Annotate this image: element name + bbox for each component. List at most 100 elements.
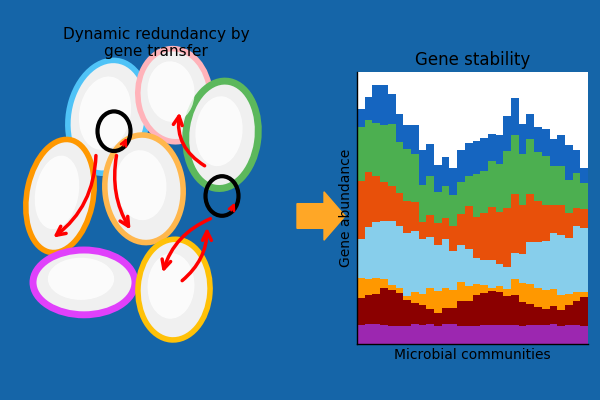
Bar (519, 154, 526, 205)
Bar (511, 325, 519, 344)
Bar (426, 324, 434, 344)
Bar (373, 222, 380, 278)
Bar (426, 215, 434, 237)
Bar (365, 120, 373, 172)
Bar (488, 291, 496, 325)
Bar (519, 283, 526, 302)
Bar (565, 180, 572, 213)
Bar (411, 232, 419, 292)
Bar (496, 325, 503, 344)
Bar (434, 313, 442, 326)
Bar (442, 240, 449, 288)
Ellipse shape (138, 239, 210, 340)
Bar (496, 136, 503, 164)
Title: Gene stability: Gene stability (415, 51, 530, 69)
Bar (488, 325, 496, 344)
Bar (457, 301, 465, 326)
Bar (496, 286, 503, 292)
Bar (511, 135, 519, 194)
Bar (526, 114, 534, 140)
Bar (373, 324, 380, 344)
Bar (403, 201, 411, 233)
Bar (419, 150, 426, 185)
Bar (480, 326, 488, 344)
Bar (403, 233, 411, 296)
Ellipse shape (148, 61, 194, 122)
Bar (442, 324, 449, 344)
Bar (380, 288, 388, 325)
Bar (388, 290, 395, 326)
Bar (465, 206, 473, 249)
Bar (442, 218, 449, 240)
Bar (496, 264, 503, 286)
Bar (395, 288, 403, 294)
Bar (503, 289, 511, 296)
Bar (488, 288, 496, 291)
Bar (496, 292, 503, 325)
Bar (503, 116, 511, 151)
Bar (434, 165, 442, 192)
Bar (457, 326, 465, 344)
Bar (511, 295, 519, 325)
Bar (542, 290, 550, 310)
Bar (465, 143, 473, 176)
Bar (388, 186, 395, 221)
Bar (473, 258, 480, 284)
Bar (373, 278, 380, 294)
Bar (488, 134, 496, 161)
Bar (565, 213, 572, 238)
Bar (403, 296, 411, 300)
Bar (395, 142, 403, 193)
Bar (580, 168, 588, 183)
Bar (572, 325, 580, 344)
Ellipse shape (48, 258, 114, 300)
Bar (550, 324, 557, 344)
Bar (473, 174, 480, 217)
Bar (395, 326, 403, 344)
Bar (465, 249, 473, 286)
Bar (442, 186, 449, 218)
Bar (473, 284, 480, 295)
Ellipse shape (35, 156, 79, 229)
Bar (511, 253, 519, 280)
Bar (557, 205, 565, 235)
Bar (388, 221, 395, 285)
Bar (380, 182, 388, 221)
Bar (565, 325, 572, 344)
Bar (411, 202, 419, 232)
Bar (419, 222, 426, 239)
Bar (557, 166, 565, 205)
Bar (426, 144, 434, 176)
Bar (449, 250, 457, 290)
Bar (411, 154, 419, 202)
Bar (434, 291, 442, 313)
Bar (519, 302, 526, 326)
Bar (550, 289, 557, 306)
Bar (442, 308, 449, 324)
Bar (373, 85, 380, 123)
Bar (457, 150, 465, 182)
Bar (488, 206, 496, 260)
Ellipse shape (105, 135, 183, 242)
Bar (357, 278, 365, 298)
Bar (473, 217, 480, 258)
Bar (357, 127, 365, 181)
Bar (419, 325, 426, 344)
Bar (403, 125, 411, 149)
Bar (557, 134, 565, 166)
Bar (380, 325, 388, 344)
Ellipse shape (33, 250, 135, 315)
Bar (550, 233, 557, 289)
Bar (419, 305, 426, 325)
Bar (496, 212, 503, 264)
Bar (449, 195, 457, 226)
Bar (496, 164, 503, 212)
Bar (403, 149, 411, 201)
Bar (365, 172, 373, 228)
Bar (565, 304, 572, 325)
Bar (457, 282, 465, 301)
Bar (565, 294, 572, 304)
Bar (357, 181, 365, 238)
Ellipse shape (185, 81, 259, 188)
Bar (411, 304, 419, 324)
